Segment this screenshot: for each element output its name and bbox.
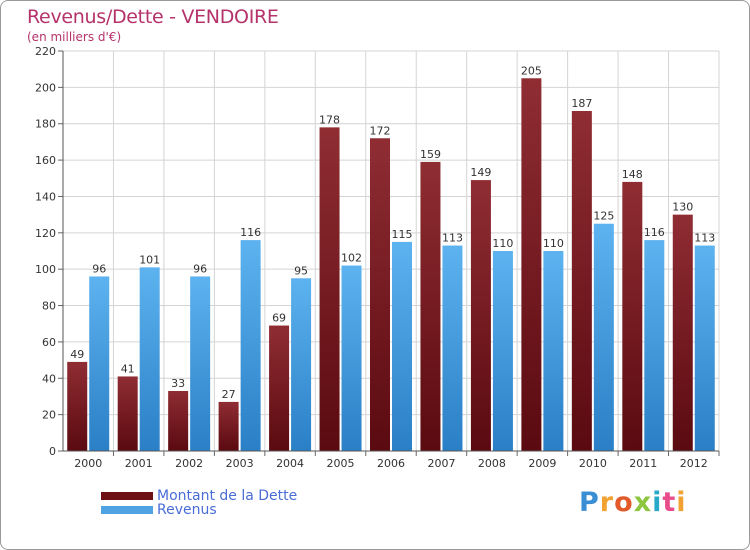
bar-revenus — [492, 251, 513, 451]
legend-label-debt: Montant de la Dette — [157, 488, 298, 504]
data-label-revenus: 96 — [92, 262, 106, 275]
bar-debt — [319, 127, 340, 451]
x-tick-label: 2000 — [74, 457, 102, 470]
data-label-revenus: 110 — [492, 237, 513, 250]
x-tick-label: 2006 — [377, 457, 405, 470]
y-tick-label: 80 — [42, 300, 56, 313]
y-tick-label: 20 — [42, 409, 56, 422]
data-label-debt: 172 — [370, 124, 391, 137]
bars — [67, 78, 715, 452]
bar-revenus — [644, 240, 665, 451]
logo-letter: i — [652, 487, 663, 518]
data-label-revenus: 113 — [694, 232, 715, 245]
x-tick-label: 2005 — [327, 457, 355, 470]
bar-revenus — [240, 240, 261, 451]
bar-debt — [370, 138, 390, 452]
bar-revenus — [89, 276, 110, 451]
x-tick-label: 2011 — [629, 457, 657, 470]
x-tick-label: 2004 — [276, 457, 304, 470]
logo-letter: P — [579, 487, 600, 518]
bar-debt — [622, 181, 643, 451]
data-label-debt: 49 — [70, 348, 84, 361]
data-label-debt: 130 — [672, 201, 693, 214]
data-label-debt: 178 — [319, 113, 340, 126]
y-tick-label: 200 — [35, 81, 56, 94]
logo-letter: o — [614, 487, 634, 518]
logo-letter: i — [676, 487, 687, 518]
chart-subtitle: (en milliers d'€) — [27, 30, 122, 44]
axes: 0 20 40 60 80 100 120 140 160 180 200 220 2000 2001 20… — [35, 45, 720, 470]
bar-revenus — [593, 223, 614, 451]
data-label-debt: 159 — [420, 148, 441, 161]
bar-revenus — [291, 278, 312, 451]
y-tick-label: 120 — [35, 227, 56, 240]
bar-debt — [67, 361, 88, 451]
x-tick-label: 2010 — [579, 457, 607, 470]
data-label-revenus: 110 — [543, 237, 564, 250]
bar-debt — [218, 401, 239, 451]
bar-revenus — [543, 251, 564, 451]
logo-letter: x — [633, 487, 653, 518]
data-label-revenus: 116 — [644, 226, 665, 239]
data-label-debt: 33 — [171, 377, 185, 390]
bar-debt — [168, 391, 189, 451]
x-tick-label: 2002 — [175, 457, 203, 470]
bar-revenus — [694, 245, 715, 451]
data-label-debt: 41 — [121, 362, 135, 375]
y-tick-label: 0 — [49, 445, 56, 458]
bar-revenus — [392, 241, 412, 451]
data-label-revenus: 95 — [294, 264, 308, 277]
legend-swatch-debt — [101, 492, 153, 500]
y-tick-label: 40 — [42, 372, 56, 385]
y-tick-label: 60 — [42, 336, 56, 349]
bar-debt — [571, 111, 592, 451]
gridlines — [63, 50, 720, 451]
data-label-revenus: 115 — [392, 228, 413, 241]
bar-debt — [521, 78, 542, 451]
logo-letter: r — [599, 487, 615, 518]
bar-debt — [269, 325, 290, 451]
data-label-revenus: 101 — [139, 253, 160, 266]
data-labels: 49 96 41 101 33 96 27 116 69 95 178 102 172 115 159 113… — [70, 64, 715, 401]
bar-debt — [470, 180, 491, 451]
y-tick-label: 100 — [35, 263, 56, 276]
x-tick-label: 2009 — [528, 457, 556, 470]
y-tick-label: 220 — [35, 45, 56, 58]
data-label-debt: 187 — [571, 97, 592, 110]
data-label-debt: 149 — [470, 166, 491, 179]
data-label-debt: 27 — [222, 388, 236, 401]
legend-label-revenus: Revenus — [157, 502, 217, 518]
data-label-revenus: 116 — [240, 226, 261, 239]
legend-swatch-revenus — [101, 506, 153, 514]
data-label-revenus: 125 — [593, 210, 614, 223]
x-tick-label: 2001 — [125, 457, 153, 470]
logo-letter: t — [662, 487, 677, 518]
x-tick-label: 2008 — [478, 457, 506, 470]
x-tick-label: 2007 — [427, 457, 455, 470]
legend-item-revenus: Revenus — [101, 502, 217, 518]
bar-revenus — [341, 265, 362, 451]
x-tick-label: 2012 — [680, 457, 708, 470]
data-label-revenus: 102 — [341, 252, 362, 265]
proxiti-logo: Proxiti — [579, 487, 687, 518]
bar-revenus — [442, 245, 463, 451]
y-tick-label: 180 — [35, 118, 56, 131]
bar-debt — [672, 214, 693, 451]
chart-title: Revenus/Dette - VENDOIRE — [27, 6, 279, 28]
bar-revenus — [190, 276, 211, 451]
data-label-revenus: 96 — [193, 262, 207, 275]
bar-debt — [117, 376, 138, 451]
bar-revenus — [139, 267, 160, 451]
data-label-debt: 205 — [521, 64, 542, 77]
legend-item-debt: Montant de la Dette — [101, 488, 297, 504]
data-label-debt: 148 — [622, 168, 643, 181]
y-tick-label: 160 — [35, 154, 56, 167]
data-label-revenus: 113 — [442, 232, 463, 245]
data-label-debt: 69 — [272, 312, 286, 325]
x-tick-label: 2003 — [226, 457, 254, 470]
y-tick-label: 140 — [35, 190, 56, 203]
bar-debt — [420, 161, 441, 451]
